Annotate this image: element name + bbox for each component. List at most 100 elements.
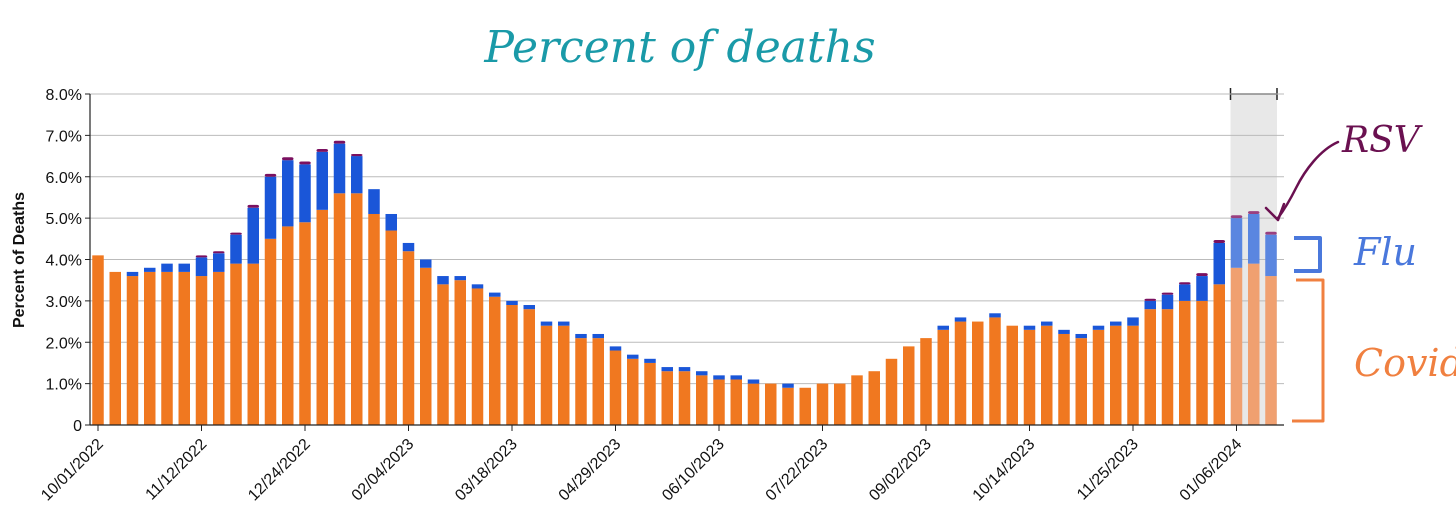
bar-group <box>437 276 449 425</box>
bar-covid <box>264 238 277 425</box>
bar-covid <box>1127 325 1139 425</box>
bar-rsv <box>1196 273 1208 277</box>
y-tick-label: 3.0% <box>46 294 82 311</box>
flu-annotation: Flu <box>1353 230 1417 274</box>
bar-group <box>1006 325 1018 425</box>
bar-covid <box>575 338 587 425</box>
bar-covid <box>799 387 811 425</box>
bar-flu <box>178 263 190 272</box>
bar-group <box>351 153 363 425</box>
bar-group <box>885 358 898 425</box>
bar-covid <box>1230 267 1243 425</box>
y-tick-label: 5.0% <box>46 211 82 228</box>
bar-group <box>1230 215 1243 425</box>
bar-covid <box>851 375 863 425</box>
bar-group <box>1161 292 1174 425</box>
annotations: RSV Flu Covid <box>1264 120 1456 423</box>
bar-covid <box>385 230 397 425</box>
bar-group <box>816 383 829 425</box>
bar-covid <box>402 251 415 425</box>
bar-group <box>316 149 328 425</box>
bar-covid <box>1196 300 1208 425</box>
bar-rsv <box>1144 298 1156 301</box>
bar-covid <box>1058 333 1070 425</box>
x-tick-label: 01/06/2024 <box>1177 436 1246 505</box>
bar-covid <box>834 383 846 425</box>
flu-bracket <box>1294 236 1322 273</box>
bar-flu <box>558 321 570 326</box>
bar-group <box>506 300 518 425</box>
bar-covid <box>1161 309 1174 425</box>
bar-covid <box>730 379 742 425</box>
bar-flu <box>213 253 225 272</box>
x-tick-label: 11/12/2022 <box>143 436 211 504</box>
bar-group <box>954 317 967 425</box>
bar-group <box>678 367 691 425</box>
bar-flu <box>1265 234 1277 277</box>
bar-flu <box>730 375 742 380</box>
bar-flu <box>1110 321 1122 326</box>
bar-covid <box>1213 284 1225 425</box>
bar-group <box>989 313 1001 425</box>
rsv-annotation: RSV <box>1341 120 1424 161</box>
bar-group <box>765 383 777 425</box>
bar-covid <box>316 209 328 425</box>
bar-rsv <box>1179 282 1191 285</box>
bar-group <box>385 213 397 425</box>
bar-covid <box>765 383 777 425</box>
bar-group <box>402 242 415 425</box>
bar-group <box>851 375 863 425</box>
bar-flu <box>1127 317 1139 326</box>
bar-flu <box>195 257 208 277</box>
bar-rsv <box>195 255 208 258</box>
bar-flu <box>609 346 622 351</box>
bar-flu <box>333 143 346 194</box>
bar-flu <box>1144 300 1156 310</box>
bar-covid <box>299 222 311 425</box>
bar-flu <box>351 156 363 194</box>
bar-flu <box>1179 284 1191 301</box>
x-axis-ticks: 10/01/2022 11/12/2022 12/24/2022 02/04/2023… <box>38 425 1245 504</box>
bar-rsv <box>282 157 294 161</box>
bar-group <box>644 358 656 425</box>
bar-covid <box>540 325 553 425</box>
bar-flu <box>661 367 673 372</box>
bar-covid <box>661 371 673 425</box>
bar-flu <box>1075 333 1087 339</box>
bar-flu <box>644 358 656 363</box>
bar-covid <box>954 321 967 425</box>
bar-group <box>1058 329 1070 425</box>
bar-rsv <box>1265 231 1277 235</box>
bar-flu <box>782 383 794 388</box>
bar-group <box>558 321 570 425</box>
bar-flu <box>1213 242 1225 285</box>
bar-group <box>592 333 604 425</box>
bar-group <box>195 255 208 425</box>
bar-group <box>937 325 949 425</box>
bar-group <box>368 189 380 425</box>
y-tick-label: 1.0% <box>46 377 82 394</box>
y-tick-label: 8.0% <box>46 87 82 104</box>
bar-covid <box>696 375 708 425</box>
bar-flu <box>696 371 708 376</box>
bar-group <box>1092 325 1105 425</box>
x-tick-label: 04/29/2023 <box>556 436 625 505</box>
bar-flu <box>540 321 553 326</box>
bar-flu <box>489 292 501 297</box>
bar-group <box>799 387 811 425</box>
bar-flu <box>247 207 259 264</box>
bar-rsv <box>333 140 346 144</box>
y-tick-label: 2.0% <box>46 335 82 352</box>
x-tick-label: 07/22/2023 <box>763 436 832 505</box>
bar-group <box>782 383 794 425</box>
bar-group <box>972 321 984 425</box>
bar-covid <box>178 271 190 425</box>
bar-group <box>1144 298 1156 425</box>
bar-group <box>109 271 121 425</box>
x-tick-label: 12/24/2022 <box>245 436 314 505</box>
y-tick-label: 7.0% <box>46 128 82 145</box>
bar-group <box>1179 282 1191 425</box>
bar-group <box>126 271 139 425</box>
bar-group <box>282 157 294 425</box>
